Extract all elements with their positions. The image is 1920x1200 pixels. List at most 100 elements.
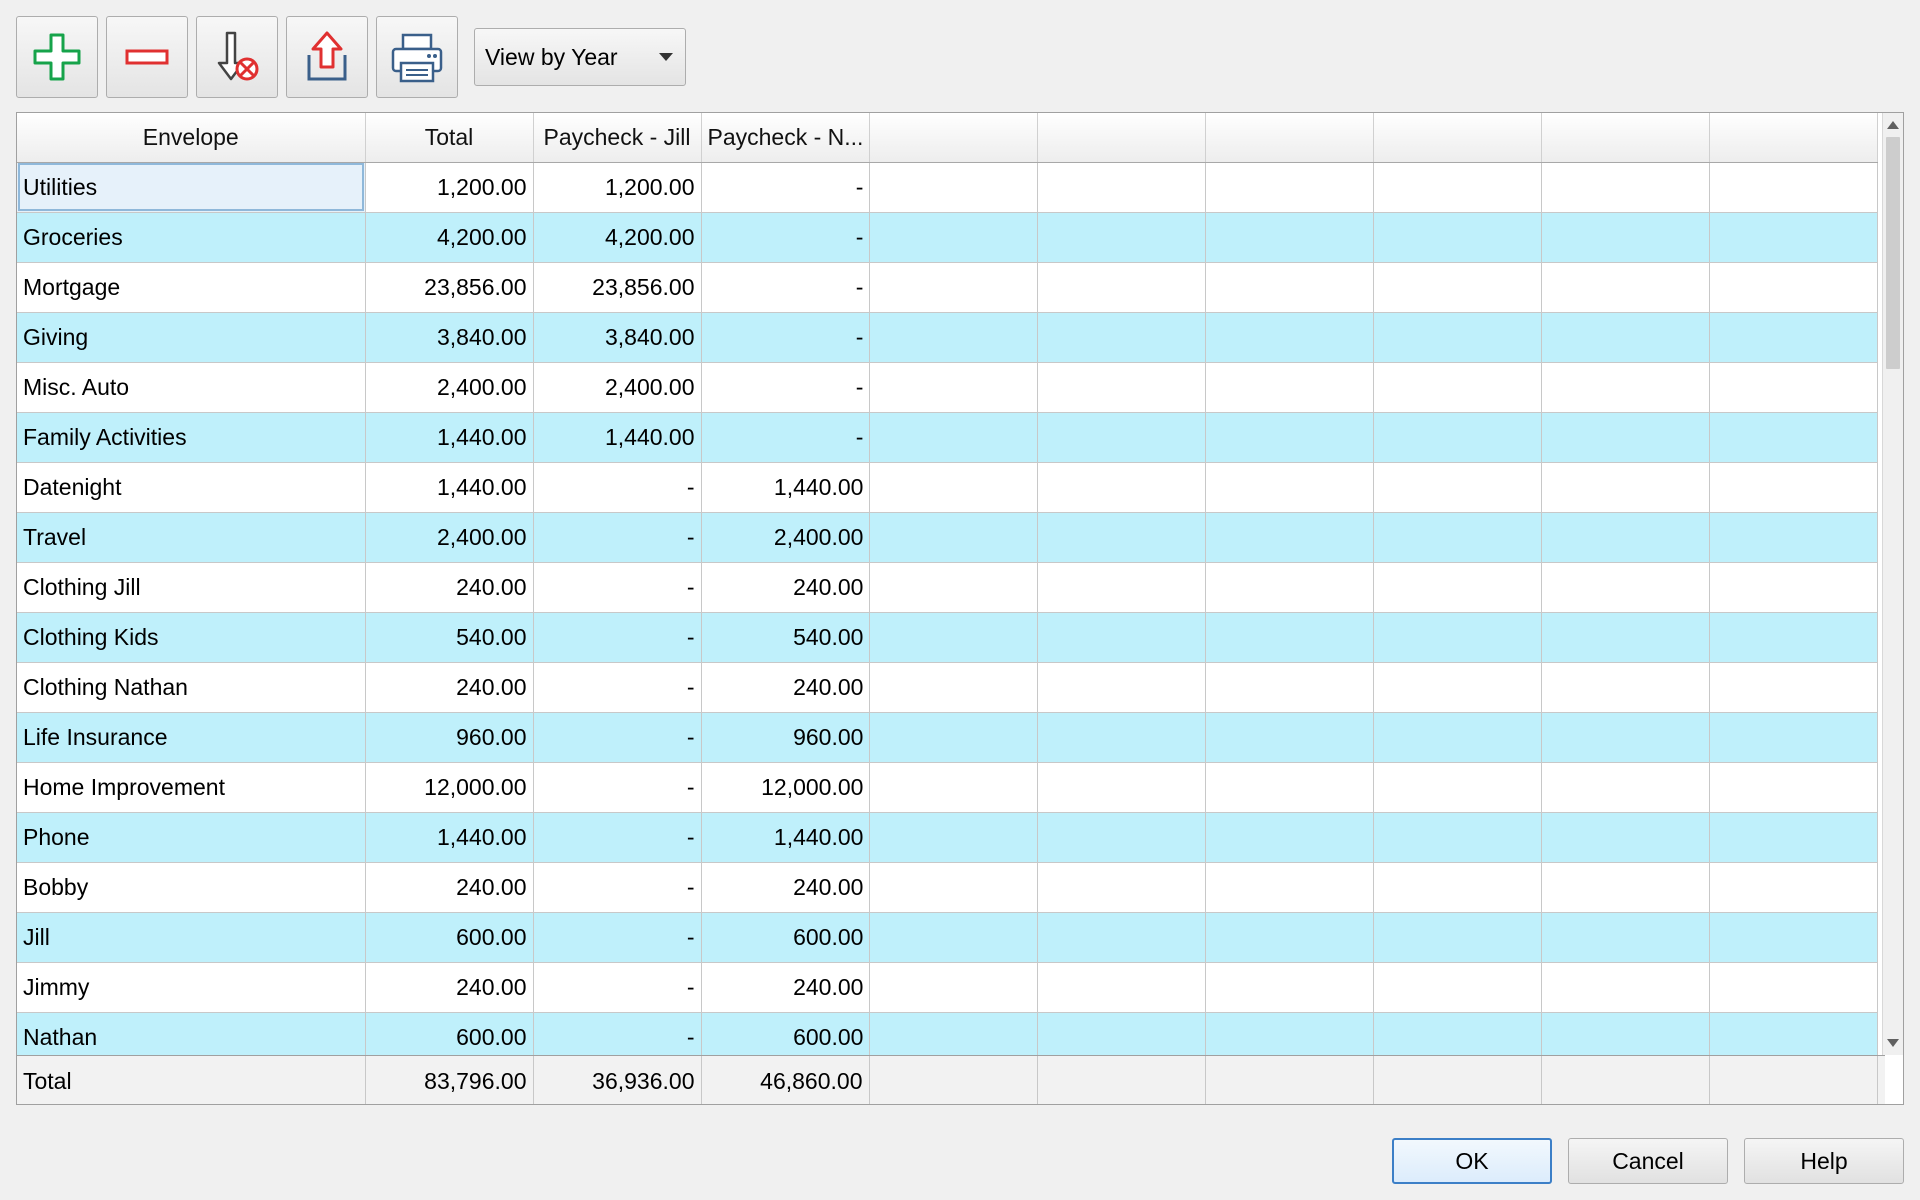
vertical-scrollbar[interactable] <box>1882 113 1903 1055</box>
empty-cell[interactable] <box>1037 312 1207 363</box>
total-cell[interactable]: 1,440.00 <box>365 462 534 513</box>
paycheck-jill-cell[interactable]: - <box>533 762 702 813</box>
empty-cell[interactable] <box>869 762 1039 813</box>
envelope-cell[interactable]: Mortgage <box>17 262 366 313</box>
total-cell[interactable]: 960.00 <box>365 712 534 763</box>
empty-cell[interactable] <box>1709 512 1879 563</box>
envelope-cell[interactable]: Phone <box>17 812 366 863</box>
empty-cell[interactable] <box>1205 762 1375 813</box>
paycheck-jill-cell[interactable]: 1,440.00 <box>533 412 702 463</box>
empty-cell[interactable] <box>1709 462 1879 513</box>
paycheck-nathan-cell[interactable]: 240.00 <box>701 962 871 1013</box>
empty-cell[interactable] <box>1541 162 1711 213</box>
paycheck-jill-cell[interactable]: - <box>533 862 702 913</box>
paycheck-nathan-cell[interactable]: - <box>701 362 871 413</box>
empty-cell[interactable] <box>1205 662 1375 713</box>
empty-cell[interactable] <box>1205 612 1375 663</box>
empty-cell[interactable] <box>1709 212 1879 263</box>
empty-cell[interactable] <box>1541 662 1711 713</box>
table-row[interactable]: Nathan 600.00-600.00 <box>17 1012 1879 1063</box>
empty-cell[interactable] <box>1709 312 1879 363</box>
table-row[interactable]: Phone 1,440.00-1,440.00 <box>17 812 1879 863</box>
empty-cell[interactable] <box>1373 312 1543 363</box>
paycheck-jill-cell[interactable]: 4,200.00 <box>533 212 702 263</box>
empty-cell[interactable] <box>1709 1012 1879 1063</box>
empty-cell[interactable] <box>1541 1012 1711 1063</box>
empty-cell[interactable] <box>1373 962 1543 1013</box>
paycheck-nathan-cell[interactable]: 240.00 <box>701 662 871 713</box>
remove-envelope-button[interactable] <box>106 16 188 98</box>
paycheck-nathan-cell[interactable]: - <box>701 312 871 363</box>
paycheck-nathan-cell[interactable]: 240.00 <box>701 862 871 913</box>
total-cell[interactable]: 23,856.00 <box>365 262 534 313</box>
scrollbar-thumb[interactable] <box>1886 137 1900 369</box>
paycheck-nathan-cell[interactable]: 12,000.00 <box>701 762 871 813</box>
empty-cell[interactable] <box>1205 262 1375 313</box>
import-button[interactable] <box>196 16 278 98</box>
envelope-cell[interactable]: Utilities <box>17 162 366 213</box>
empty-cell[interactable] <box>869 562 1039 613</box>
empty-cell[interactable] <box>1037 262 1207 313</box>
empty-cell[interactable] <box>1541 612 1711 663</box>
total-cell[interactable]: 1,440.00 <box>365 412 534 463</box>
column-header-envelope[interactable]: Envelope <box>17 113 366 163</box>
empty-cell[interactable] <box>1541 262 1711 313</box>
table-row[interactable]: Jill 600.00-600.00 <box>17 912 1879 963</box>
empty-cell[interactable] <box>869 512 1039 563</box>
column-header-empty[interactable] <box>1373 113 1543 163</box>
paycheck-jill-cell[interactable]: - <box>533 662 702 713</box>
empty-cell[interactable] <box>1541 512 1711 563</box>
empty-cell[interactable] <box>1205 712 1375 763</box>
empty-cell[interactable] <box>869 862 1039 913</box>
empty-cell[interactable] <box>869 912 1039 963</box>
paycheck-jill-cell[interactable]: 2,400.00 <box>533 362 702 413</box>
empty-cell[interactable] <box>869 812 1039 863</box>
total-cell[interactable]: 4,200.00 <box>365 212 534 263</box>
empty-cell[interactable] <box>1037 412 1207 463</box>
empty-cell[interactable] <box>1037 512 1207 563</box>
empty-cell[interactable] <box>1709 262 1879 313</box>
empty-cell[interactable] <box>1037 562 1207 613</box>
export-button[interactable] <box>286 16 368 98</box>
empty-cell[interactable] <box>1037 162 1207 213</box>
total-cell[interactable]: 540.00 <box>365 612 534 663</box>
empty-cell[interactable] <box>1205 962 1375 1013</box>
paycheck-nathan-cell[interactable]: 1,440.00 <box>701 812 871 863</box>
empty-cell[interactable] <box>1373 862 1543 913</box>
empty-cell[interactable] <box>1541 912 1711 963</box>
envelope-cell[interactable]: Clothing Kids <box>17 612 366 663</box>
column-header-paycheck-nathan[interactable]: Paycheck - N... <box>701 113 871 163</box>
envelope-cell[interactable]: Groceries <box>17 212 366 263</box>
table-row[interactable]: Datenight 1,440.00-1,440.00 <box>17 462 1879 513</box>
paycheck-nathan-cell[interactable]: 600.00 <box>701 912 871 963</box>
envelope-cell[interactable]: Jill <box>17 912 366 963</box>
column-header-paycheck-jill[interactable]: Paycheck - Jill <box>533 113 702 163</box>
total-cell[interactable]: 240.00 <box>365 662 534 713</box>
table-row[interactable]: Family Activities 1,440.00 1,440.00- <box>17 412 1879 463</box>
empty-cell[interactable] <box>869 662 1039 713</box>
empty-cell[interactable] <box>869 312 1039 363</box>
empty-cell[interactable] <box>1541 562 1711 613</box>
paycheck-nathan-cell[interactable]: 960.00 <box>701 712 871 763</box>
empty-cell[interactable] <box>1373 562 1543 613</box>
empty-cell[interactable] <box>1037 462 1207 513</box>
empty-cell[interactable] <box>1709 762 1879 813</box>
empty-cell[interactable] <box>1037 612 1207 663</box>
column-header-empty[interactable] <box>1709 113 1879 163</box>
paycheck-jill-cell[interactable]: - <box>533 462 702 513</box>
empty-cell[interactable] <box>1205 1012 1375 1063</box>
paycheck-jill-cell[interactable]: 23,856.00 <box>533 262 702 313</box>
empty-cell[interactable] <box>1205 812 1375 863</box>
empty-cell[interactable] <box>869 212 1039 263</box>
table-row[interactable]: Clothing Kids 540.00-540.00 <box>17 612 1879 663</box>
table-row[interactable]: Home Improvement 12,000.00-12,000.00 <box>17 762 1879 813</box>
empty-cell[interactable] <box>869 612 1039 663</box>
empty-cell[interactable] <box>1037 1012 1207 1063</box>
empty-cell[interactable] <box>1205 862 1375 913</box>
total-cell[interactable]: 12,000.00 <box>365 762 534 813</box>
empty-cell[interactable] <box>1373 912 1543 963</box>
table-row[interactable]: Clothing Nathan 240.00-240.00 <box>17 662 1879 713</box>
empty-cell[interactable] <box>1373 262 1543 313</box>
empty-cell[interactable] <box>1709 562 1879 613</box>
total-cell[interactable]: 2,400.00 <box>365 512 534 563</box>
